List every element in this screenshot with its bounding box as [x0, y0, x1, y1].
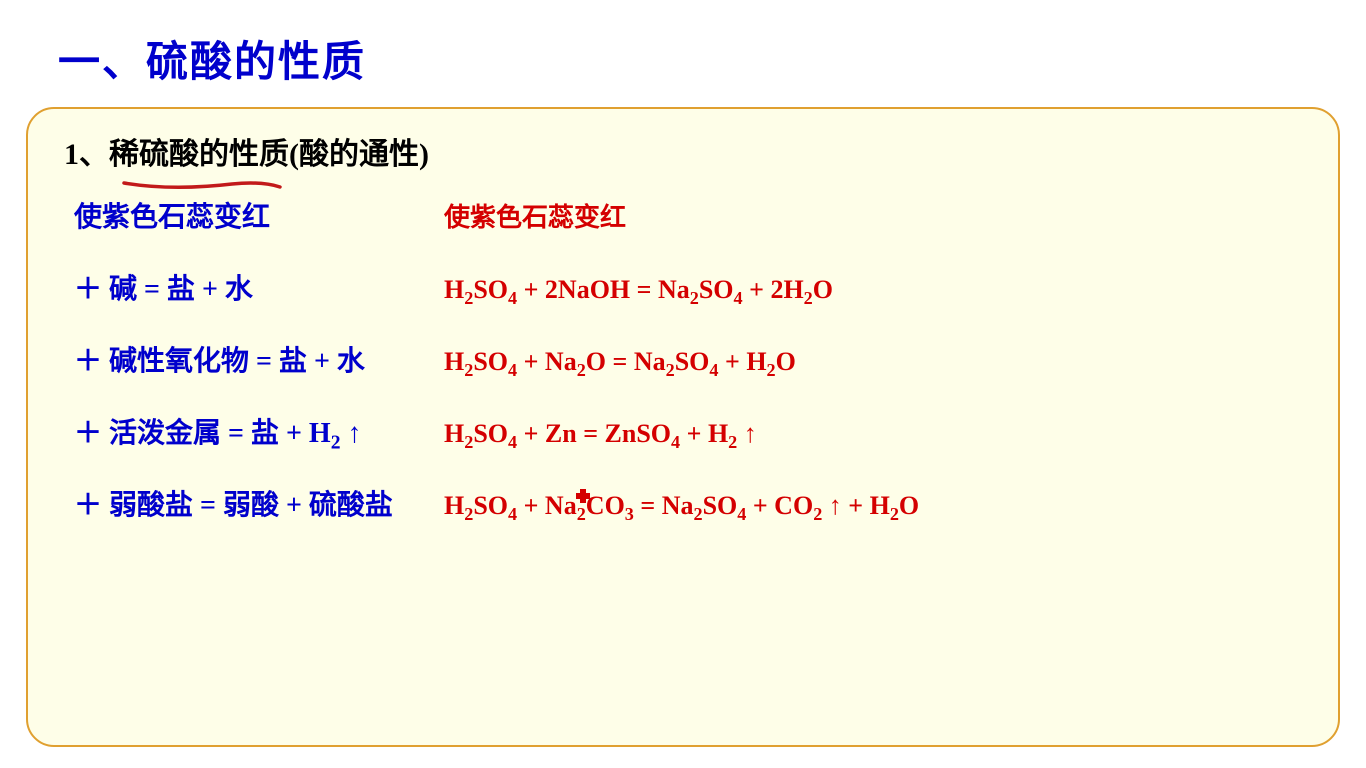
property-general: ＋ 碱 = 盐 + 水 [64, 267, 444, 307]
property-equation: H2SO4 + 2NaOH = Na2SO4 + 2H2O [444, 275, 833, 305]
hand-underline [122, 165, 282, 177]
property-row: ＋ 活泼金属 = 盐 + H2 ↑H2SO4 + Zn = ZnSO4 + H2… [64, 411, 1310, 451]
property-row: ＋ 碱 = 盐 + 水H2SO4 + 2NaOH = Na2SO4 + 2H2O [64, 267, 1310, 307]
content-box: 1、稀硫酸的性质(酸的通性) 使紫色石蕊变红使紫色石蕊变红＋ 碱 = 盐 + 水… [26, 107, 1340, 747]
property-row: 使紫色石蕊变红使紫色石蕊变红 [64, 195, 1310, 235]
property-row: ＋ 弱酸盐 = 弱酸 + 硫酸盐H2SO4 + Na2CO3 = Na2SO4 … [64, 483, 1310, 523]
property-equation: 使紫色石蕊变红 [444, 197, 626, 234]
property-general: ＋ 碱性氧化物 = 盐 + 水 [64, 339, 444, 379]
property-general: ＋ 活泼金属 = 盐 + H2 ↑ [64, 411, 444, 451]
property-equation: H2SO4 + Na2CO3 = Na2SO4 + CO2 ↑ + H2O [444, 491, 919, 521]
property-row: ＋ 碱性氧化物 = 盐 + 水H2SO4 + Na2O = Na2SO4 + H… [64, 339, 1310, 379]
page-title: 一、硫酸的性质 [0, 0, 1366, 89]
cursor-icon [576, 489, 590, 503]
properties-list: 使紫色石蕊变红使紫色石蕊变红＋ 碱 = 盐 + 水H2SO4 + 2NaOH =… [64, 195, 1310, 523]
section-subtitle: 1、稀硫酸的性质(酸的通性) [64, 129, 1310, 173]
property-equation: H2SO4 + Na2O = Na2SO4 + H2O [444, 347, 796, 377]
property-general: 使紫色石蕊变红 [64, 195, 444, 235]
property-general: ＋ 弱酸盐 = 弱酸 + 硫酸盐 [64, 483, 444, 523]
subtitle-prefix: 1、 [64, 138, 109, 171]
property-equation: H2SO4 + Zn = ZnSO4 + H2 ↑ [444, 419, 757, 449]
